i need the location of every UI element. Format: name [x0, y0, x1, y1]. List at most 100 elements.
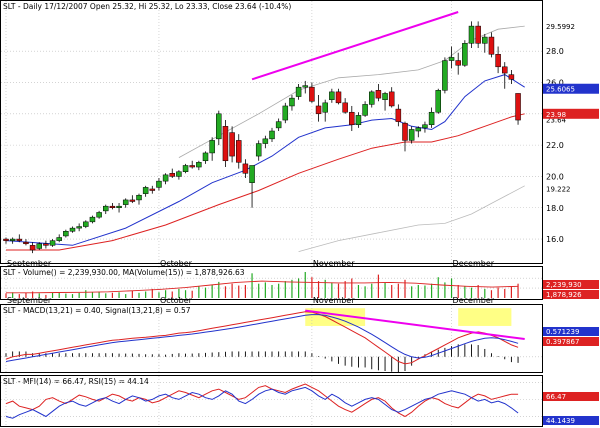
candle-body — [182, 165, 189, 172]
candle-body — [229, 132, 235, 157]
candle-body — [3, 238, 9, 241]
macd-badge-bg — [543, 337, 599, 346]
mfi-panel: SLT - MFI(14) = 66.47, RSI(15) = 44.14 6… — [0, 375, 599, 427]
macd-badge-bg — [543, 327, 599, 336]
volume-ma-path — [6, 280, 519, 294]
price-x-tick: December — [453, 259, 495, 268]
price-trendline — [251, 11, 459, 81]
candle-body — [289, 97, 295, 107]
price-badge-bg — [543, 183, 599, 194]
candle-body — [388, 91, 395, 107]
candle-body — [129, 199, 136, 202]
candle-body — [442, 60, 448, 91]
volume-x-axis: September October November December — [7, 296, 495, 305]
candle-body — [189, 165, 195, 168]
price-header: SLT - Daily 17/12/2007 Open 25.32, Hi 25… — [3, 2, 291, 11]
price-x-tick: September — [7, 259, 52, 268]
candle-body — [342, 102, 348, 113]
candle-body — [335, 91, 342, 104]
macd-badge-value: 0.571239 — [546, 328, 579, 336]
price-badge-bg — [543, 83, 599, 94]
candle-body — [315, 105, 322, 115]
candle-body — [475, 25, 481, 44]
price-x-tick: October — [160, 259, 193, 268]
mfi-badge-value: 44.1439 — [546, 417, 575, 425]
candle-body — [415, 127, 422, 132]
volume-badge-value: 2,239,930 — [546, 281, 582, 289]
mfi-badges: 66.47 44.1439 — [543, 392, 599, 425]
price-y-tick: 18.0 — [546, 204, 564, 213]
price-line-1 — [6, 113, 525, 251]
candle-body — [349, 111, 355, 126]
candle-body — [468, 25, 475, 44]
candle-body — [508, 74, 515, 80]
price-panel: SLT - Daily 17/12/2007 Open 25.32, Hi 25… — [0, 0, 599, 268]
price-line-3 — [298, 185, 525, 252]
volume-badge-bg — [543, 290, 599, 299]
price-y-axis: 16.018.020.022.024.026.028.0 — [546, 47, 564, 244]
price-y-tick: 28.0 — [546, 47, 564, 56]
volume-bars — [5, 272, 519, 298]
volume-panel: SLT - Volume() = 2,239,930.00, MA(Volume… — [0, 266, 599, 305]
candle-body — [482, 36, 488, 44]
candle-body — [136, 194, 142, 201]
price-y-tick: 20.0 — [546, 172, 564, 181]
candle-body — [402, 122, 408, 141]
macd-lines — [5, 311, 519, 365]
volume-badge-bg — [543, 280, 599, 289]
macd-series-line — [5, 311, 519, 365]
candle-body — [502, 66, 508, 74]
macd-highlight-box — [458, 308, 512, 326]
candle-body — [275, 121, 282, 129]
candle-body — [222, 126, 229, 162]
candle-body — [169, 173, 175, 177]
candle-body — [408, 129, 415, 141]
mfi-lines — [5, 383, 519, 419]
candle-body — [369, 91, 375, 105]
candle-body — [63, 230, 69, 237]
candle-body — [56, 237, 62, 241]
candle-body — [282, 105, 289, 121]
candle-body — [455, 60, 461, 66]
candle-body — [295, 86, 302, 97]
candle-body — [103, 205, 109, 212]
candle-body — [422, 124, 428, 129]
macd-trendline-segment — [305, 309, 525, 340]
candle-body — [196, 162, 202, 168]
candle-body — [202, 152, 209, 162]
price-badge-bg — [543, 21, 599, 32]
volume-badges: 2,239,930 1,878,926 — [543, 280, 599, 299]
price-x-tick: November — [313, 259, 355, 268]
volume-x-tick: October — [160, 296, 193, 305]
volume-ma-line — [6, 280, 519, 294]
candle-body — [83, 221, 89, 227]
mfi-series-line — [5, 383, 519, 418]
candle-body — [122, 199, 129, 205]
candle-body — [495, 54, 501, 68]
candle-body — [29, 245, 36, 251]
price-badge-bg — [543, 114, 599, 125]
price-y-tick: 16.0 — [546, 235, 564, 244]
macd-trendline — [305, 309, 525, 340]
price-y-tick: 22.0 — [546, 141, 564, 150]
candle-body — [89, 216, 96, 223]
price-trendline-segment — [251, 11, 459, 81]
macd-badge-value: 0.397867 — [546, 338, 579, 346]
candle-body — [23, 241, 29, 245]
price-x-axis: September October November December — [7, 259, 495, 268]
candle-body — [255, 143, 262, 157]
candle-body — [249, 165, 255, 183]
candle-body — [236, 140, 242, 163]
candle-body — [43, 243, 49, 246]
candle-body — [242, 163, 249, 174]
price-y-tick: 26.0 — [546, 78, 564, 87]
price-badge-value: 25.6065 — [546, 86, 575, 94]
mfi-header: SLT - MFI(14) = 66.47, RSI(15) = 44.14 — [3, 377, 149, 386]
candle-body — [488, 36, 495, 55]
candle-body — [322, 102, 328, 113]
candle-body — [329, 91, 335, 100]
price-badge-value: 29.5992 — [546, 23, 575, 31]
volume-header: SLT - Volume() = 2,239,930.00, MA(Volume… — [3, 268, 245, 277]
